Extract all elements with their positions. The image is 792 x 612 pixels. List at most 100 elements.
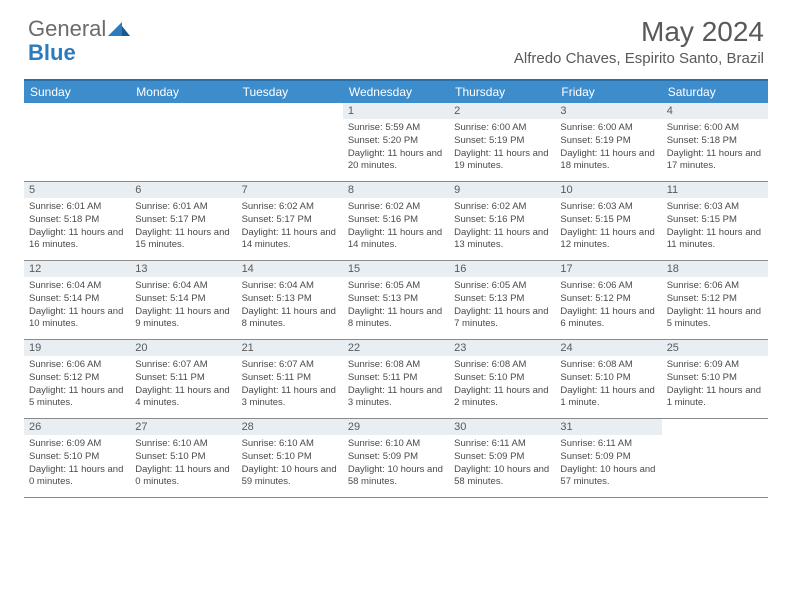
day-cell: 13Sunrise: 6:04 AMSunset: 5:14 PMDayligh…	[130, 261, 236, 339]
sunset-text: Sunset: 5:15 PM	[667, 214, 763, 227]
daylight-text: Daylight: 11 hours and 5 minutes.	[667, 306, 763, 332]
day-number: 5	[24, 182, 130, 198]
day-body: Sunrise: 6:09 AMSunset: 5:10 PMDaylight:…	[24, 435, 130, 492]
weekday-header: Monday	[130, 81, 236, 103]
weekday-header: Tuesday	[237, 81, 343, 103]
daylight-text: Daylight: 11 hours and 1 minute.	[560, 385, 656, 411]
day-number: 14	[237, 261, 343, 277]
day-cell: 27Sunrise: 6:10 AMSunset: 5:10 PMDayligh…	[130, 419, 236, 497]
day-body: Sunrise: 6:00 AMSunset: 5:19 PMDaylight:…	[449, 119, 555, 176]
sunrise-text: Sunrise: 6:00 AM	[667, 122, 763, 135]
day-number: 10	[555, 182, 661, 198]
day-number: 3	[555, 103, 661, 119]
sunrise-text: Sunrise: 6:02 AM	[348, 201, 444, 214]
daylight-text: Daylight: 11 hours and 8 minutes.	[242, 306, 338, 332]
sunrise-text: Sunrise: 6:08 AM	[560, 359, 656, 372]
day-cell: 4Sunrise: 6:00 AMSunset: 5:18 PMDaylight…	[662, 103, 768, 181]
day-body: Sunrise: 6:06 AMSunset: 5:12 PMDaylight:…	[555, 277, 661, 334]
daylight-text: Daylight: 10 hours and 58 minutes.	[348, 464, 444, 490]
logo-triangle-icon	[108, 16, 130, 42]
sunrise-text: Sunrise: 6:05 AM	[348, 280, 444, 293]
day-body: Sunrise: 6:05 AMSunset: 5:13 PMDaylight:…	[449, 277, 555, 334]
sunset-text: Sunset: 5:13 PM	[242, 293, 338, 306]
sunrise-text: Sunrise: 6:07 AM	[135, 359, 231, 372]
sunrise-text: Sunrise: 6:11 AM	[560, 438, 656, 451]
daylight-text: Daylight: 11 hours and 19 minutes.	[454, 148, 550, 174]
sunset-text: Sunset: 5:19 PM	[560, 135, 656, 148]
sunrise-text: Sunrise: 6:01 AM	[29, 201, 125, 214]
sunrise-text: Sunrise: 6:10 AM	[242, 438, 338, 451]
sunrise-text: Sunrise: 6:00 AM	[560, 122, 656, 135]
day-number: 19	[24, 340, 130, 356]
sunset-text: Sunset: 5:12 PM	[560, 293, 656, 306]
sunrise-text: Sunrise: 6:00 AM	[454, 122, 550, 135]
day-cell: 3 Sunrise: 6:00 AMSunset: 5:19 PMDaylight…	[555, 103, 661, 181]
day-body: Sunrise: 6:04 AMSunset: 5:14 PMDaylight:…	[130, 277, 236, 334]
day-cell: 21Sunrise: 6:07 AMSunset: 5:11 PMDayligh…	[237, 340, 343, 418]
day-cell	[237, 103, 343, 181]
day-body	[24, 119, 130, 125]
weekday-header: Saturday	[662, 81, 768, 103]
day-body: Sunrise: 6:07 AMSunset: 5:11 PMDaylight:…	[237, 356, 343, 413]
daylight-text: Daylight: 11 hours and 1 minute.	[667, 385, 763, 411]
weekday-header: Friday	[555, 81, 661, 103]
sunset-text: Sunset: 5:17 PM	[242, 214, 338, 227]
daylight-text: Daylight: 11 hours and 18 minutes.	[560, 148, 656, 174]
day-body: Sunrise: 6:06 AMSunset: 5:12 PMDaylight:…	[24, 356, 130, 413]
week-row: 12Sunrise: 6:04 AMSunset: 5:14 PMDayligh…	[24, 261, 768, 340]
day-cell: 7Sunrise: 6:02 AMSunset: 5:17 PMDaylight…	[237, 182, 343, 260]
day-number: 4	[662, 103, 768, 119]
day-cell: 9Sunrise: 6:02 AMSunset: 5:16 PMDaylight…	[449, 182, 555, 260]
sunset-text: Sunset: 5:10 PM	[29, 451, 125, 464]
day-cell: 23Sunrise: 6:08 AMSunset: 5:10 PMDayligh…	[449, 340, 555, 418]
day-number: 16	[449, 261, 555, 277]
day-body: Sunrise: 6:08 AMSunset: 5:10 PMDaylight:…	[449, 356, 555, 413]
sunset-text: Sunset: 5:17 PM	[135, 214, 231, 227]
weekday-header: Wednesday	[343, 81, 449, 103]
day-body: Sunrise: 6:10 AMSunset: 5:10 PMDaylight:…	[237, 435, 343, 492]
sunset-text: Sunset: 5:12 PM	[29, 372, 125, 385]
day-number: 22	[343, 340, 449, 356]
day-cell: 29Sunrise: 6:10 AMSunset: 5:09 PMDayligh…	[343, 419, 449, 497]
day-cell: 2Sunrise: 6:00 AMSunset: 5:19 PMDaylight…	[449, 103, 555, 181]
day-body: Sunrise: 5:59 AMSunset: 5:20 PMDaylight:…	[343, 119, 449, 176]
week-row: 26Sunrise: 6:09 AMSunset: 5:10 PMDayligh…	[24, 419, 768, 498]
day-cell: 31Sunrise: 6:11 AMSunset: 5:09 PMDayligh…	[555, 419, 661, 497]
sunrise-text: Sunrise: 6:06 AM	[667, 280, 763, 293]
day-cell: 11Sunrise: 6:03 AMSunset: 5:15 PMDayligh…	[662, 182, 768, 260]
day-cell: 16Sunrise: 6:05 AMSunset: 5:13 PMDayligh…	[449, 261, 555, 339]
daylight-text: Daylight: 11 hours and 13 minutes.	[454, 227, 550, 253]
day-cell: 10Sunrise: 6:03 AMSunset: 5:15 PMDayligh…	[555, 182, 661, 260]
day-body: Sunrise: 6:01 AMSunset: 5:18 PMDaylight:…	[24, 198, 130, 255]
daylight-text: Daylight: 11 hours and 8 minutes.	[348, 306, 444, 332]
logo: General	[28, 16, 131, 42]
sunset-text: Sunset: 5:12 PM	[667, 293, 763, 306]
sunset-text: Sunset: 5:10 PM	[454, 372, 550, 385]
daylight-text: Daylight: 11 hours and 7 minutes.	[454, 306, 550, 332]
sunset-text: Sunset: 5:15 PM	[560, 214, 656, 227]
calendar: Sunday Monday Tuesday Wednesday Thursday…	[24, 79, 768, 498]
day-number: 31	[555, 419, 661, 435]
daylight-text: Daylight: 10 hours and 59 minutes.	[242, 464, 338, 490]
day-number: 13	[130, 261, 236, 277]
day-body: Sunrise: 6:10 AMSunset: 5:10 PMDaylight:…	[130, 435, 236, 492]
sunrise-text: Sunrise: 5:59 AM	[348, 122, 444, 135]
sunrise-text: Sunrise: 6:05 AM	[454, 280, 550, 293]
sunrise-text: Sunrise: 6:10 AM	[348, 438, 444, 451]
sunset-text: Sunset: 5:10 PM	[135, 451, 231, 464]
day-body: Sunrise: 6:06 AMSunset: 5:12 PMDaylight:…	[662, 277, 768, 334]
weekday-header: Sunday	[24, 81, 130, 103]
daylight-text: Daylight: 11 hours and 5 minutes.	[29, 385, 125, 411]
day-cell: 15Sunrise: 6:05 AMSunset: 5:13 PMDayligh…	[343, 261, 449, 339]
day-number: 8	[343, 182, 449, 198]
sunrise-text: Sunrise: 6:06 AM	[560, 280, 656, 293]
sunset-text: Sunset: 5:11 PM	[135, 372, 231, 385]
day-cell	[130, 103, 236, 181]
day-number: 24	[555, 340, 661, 356]
daylight-text: Daylight: 11 hours and 14 minutes.	[348, 227, 444, 253]
logo-text-general: General	[28, 16, 106, 42]
day-body: Sunrise: 6:10 AMSunset: 5:09 PMDaylight:…	[343, 435, 449, 492]
month-title: May 2024	[514, 16, 764, 48]
day-cell: 6Sunrise: 6:01 AMSunset: 5:17 PMDaylight…	[130, 182, 236, 260]
sunset-text: Sunset: 5:09 PM	[560, 451, 656, 464]
